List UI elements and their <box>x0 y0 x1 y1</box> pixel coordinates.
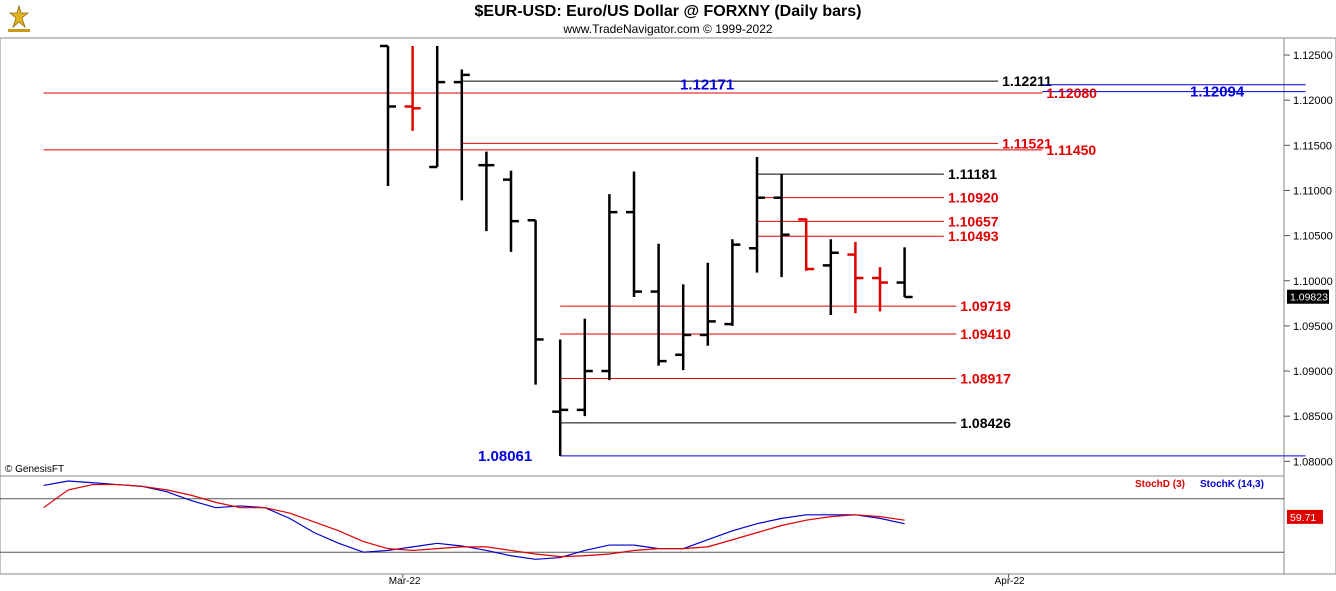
last-price-label: 1.09823 <box>1290 292 1328 304</box>
y-tick-label: 1.11000 <box>1293 185 1332 197</box>
y-tick-label: 1.09000 <box>1293 366 1333 378</box>
y-tick-label: 1.08500 <box>1293 411 1333 423</box>
stoch-series-line <box>43 480 905 560</box>
chart-header: $EUR-USD: Euro/US Dollar @ FORXNY (Daily… <box>0 0 1336 38</box>
level-label: 1.12080 <box>1046 85 1097 101</box>
y-tick-label: 1.08000 <box>1293 456 1333 468</box>
level-label: 1.08061 <box>478 448 532 465</box>
stoch-legend-d: StochD (3) <box>1135 479 1185 490</box>
stoch-plot-area <box>0 475 1285 575</box>
stoch-last-box <box>1287 509 1323 524</box>
chart-frame <box>0 37 1336 575</box>
level-label: 1.11521 <box>1002 135 1052 151</box>
level-label: 1.09719 <box>960 298 1011 314</box>
y-tick-label: 1.11500 <box>1293 140 1332 152</box>
y-tick-label: 1.10500 <box>1293 231 1333 243</box>
price-axis: 1.12500 1.12000 1.11500 1.11000 1.10500 1.100… <box>1284 50 1333 468</box>
axis-strip <box>1283 37 1336 575</box>
x-tick-label: Mar-22 <box>389 576 421 587</box>
level-label: 1.11181 <box>948 166 997 182</box>
x-tick-label: Apr-22 <box>995 576 1025 587</box>
level-label: 1.10657 <box>948 213 999 229</box>
level-label: 1.10493 <box>948 228 999 244</box>
level-label: 1.08917 <box>960 371 1011 387</box>
date-axis: Mar-22 Apr-22 <box>389 574 1025 587</box>
level-label: 1.10920 <box>948 190 999 206</box>
level-label: 1.12211 <box>1002 73 1052 89</box>
level-label: 1.08426 <box>960 415 1011 431</box>
price-plot-area <box>0 37 1285 477</box>
stoch-legend-k: StochK (14,3) <box>1200 479 1264 490</box>
watermark: © GenesisFT <box>5 464 64 475</box>
y-tick-label: 1.10000 <box>1293 276 1333 288</box>
level-lines: 1.12211 1.12171 1.12094 1.12080 1.115211.114… <box>43 73 1306 465</box>
level-label: 1.12171 <box>680 77 734 94</box>
stoch-series-line <box>43 483 905 558</box>
y-tick-label: 1.09500 <box>1293 321 1333 333</box>
y-tick-label: 1.12000 <box>1293 95 1333 107</box>
chart-subtitle: www.TradeNavigator.com © 1999-2022 <box>563 22 773 36</box>
stoch-last-label: 59.71 <box>1290 512 1316 524</box>
level-label: 1.09410 <box>960 326 1011 342</box>
y-tick-label: 1.12500 <box>1293 50 1333 62</box>
level-label: 1.11450 <box>1046 142 1096 158</box>
trade-navigator-logo-icon <box>4 3 34 35</box>
last-price-box <box>1287 289 1329 304</box>
level-label: 1.12094 <box>1190 84 1245 101</box>
stochastic-panel: StochD (3) StochK (14,3) 59.71 <box>0 479 1323 560</box>
chart-title: $EUR-USD: Euro/US Dollar @ FORXNY (Daily… <box>474 3 862 20</box>
ohlc-bars <box>380 44 913 456</box>
